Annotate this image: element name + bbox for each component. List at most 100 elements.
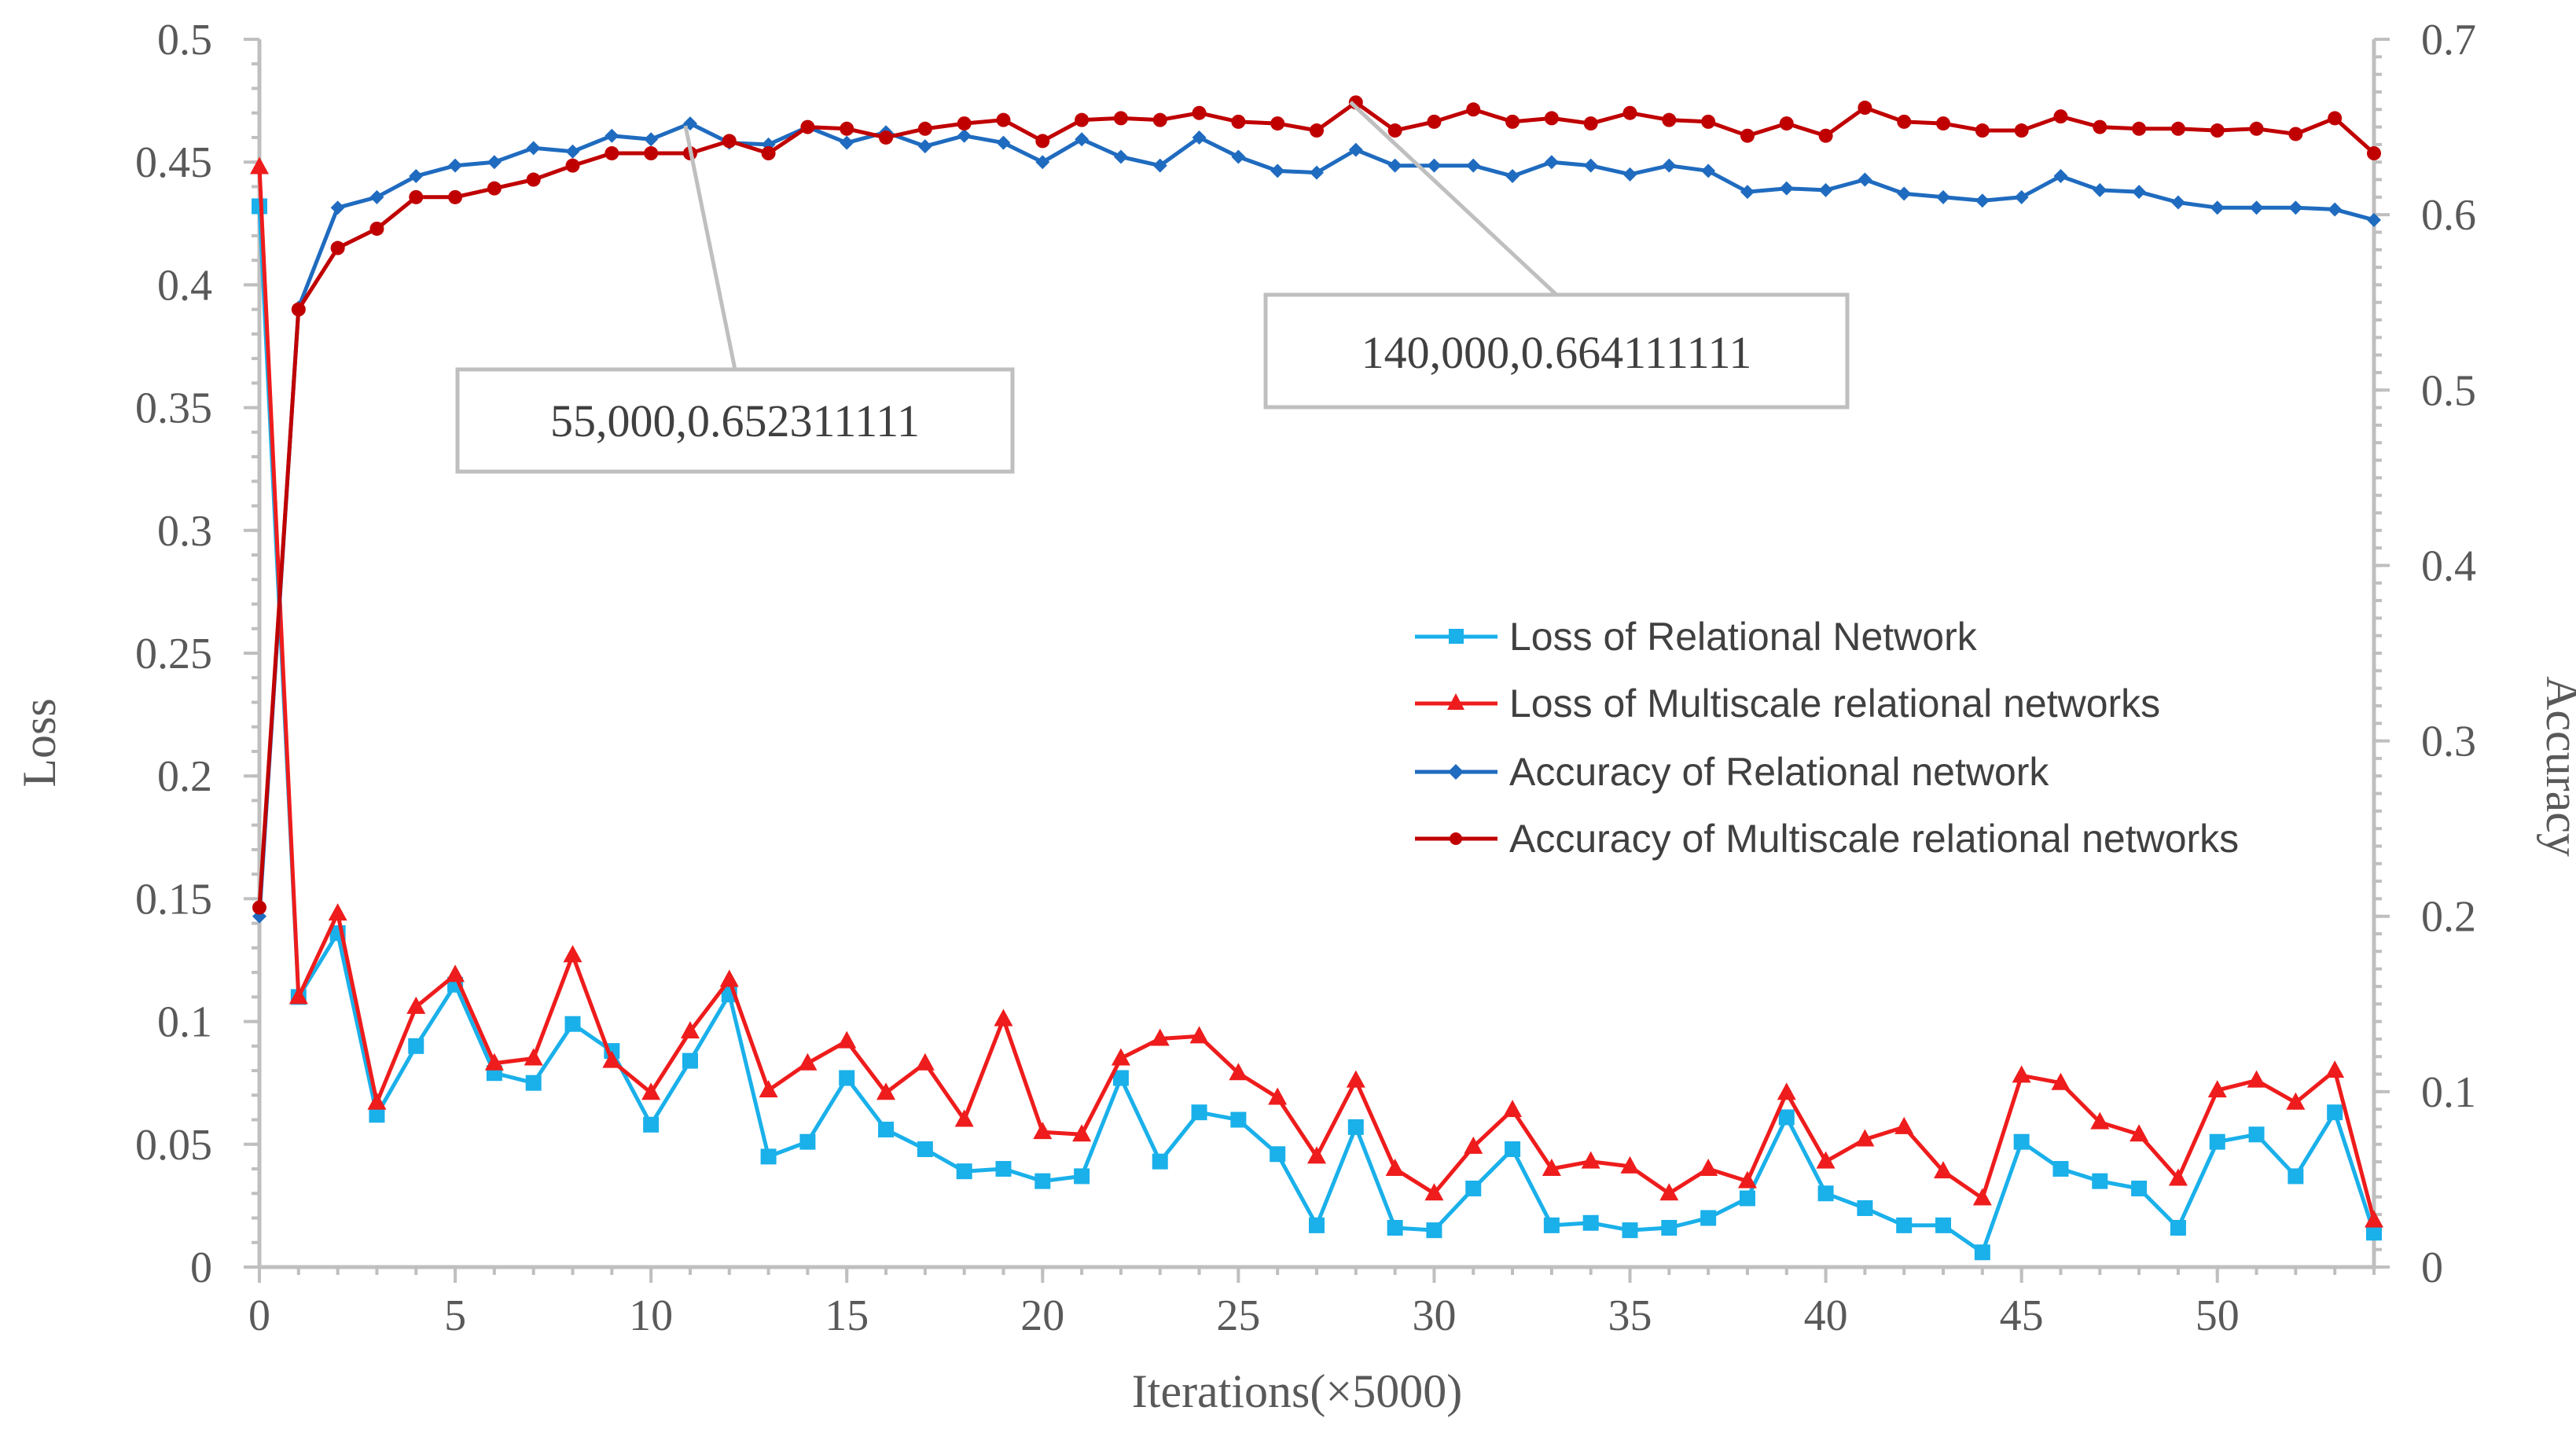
data-point-square bbox=[1230, 1111, 1247, 1128]
right-y-tick-label: 0.6 bbox=[2421, 191, 2476, 240]
left-y-tick-label: 0.1 bbox=[157, 998, 212, 1047]
data-point-square bbox=[1270, 1146, 1286, 1163]
data-point-triangle bbox=[2168, 1168, 2188, 1186]
data-point-triangle bbox=[2130, 1124, 2149, 1142]
data-point-circle bbox=[565, 158, 580, 173]
data-point-square bbox=[1543, 1217, 1560, 1233]
data-point-circle bbox=[1583, 116, 1598, 131]
data-point-triangle bbox=[2051, 1072, 2071, 1090]
data-point-circle bbox=[1310, 123, 1324, 138]
right-y-tick-label: 0.3 bbox=[2421, 718, 2476, 766]
x-tick-label: 30 bbox=[1412, 1291, 1456, 1340]
data-point-diamond bbox=[996, 135, 1011, 150]
data-point-circle bbox=[369, 221, 384, 236]
data-point-circle bbox=[526, 172, 541, 187]
data-point-triangle bbox=[2012, 1065, 2031, 1083]
data-point-square bbox=[1347, 1119, 1364, 1135]
x-ticks: 0 5 10 15 20 25 30 35 40 45 50 bbox=[248, 1267, 2240, 1340]
annotation-2-box bbox=[1263, 292, 1850, 410]
data-point-triangle bbox=[2325, 1060, 2345, 1078]
data-point-square bbox=[1465, 1181, 1482, 1197]
annotations: 55,000,0.652311111 140,000,0.664111111 bbox=[455, 101, 1850, 474]
data-point-diamond bbox=[1310, 165, 1324, 180]
x-tick-label: 45 bbox=[2000, 1291, 2044, 1340]
data-point-circle bbox=[1544, 111, 1559, 126]
data-point-square bbox=[878, 1122, 895, 1138]
data-point-diamond bbox=[1035, 155, 1050, 170]
left-y-tick-label: 0 bbox=[190, 1243, 212, 1292]
data-point-diamond bbox=[1622, 167, 1637, 182]
data-point-square bbox=[1582, 1214, 1599, 1231]
data-point-diamond bbox=[2367, 212, 2381, 227]
data-point-square bbox=[2013, 1133, 2030, 1150]
legend: Loss of Relational Network Loss of Multi… bbox=[1415, 615, 2239, 861]
data-point-triangle bbox=[2247, 1070, 2266, 1088]
data-point-triangle bbox=[1894, 1116, 1914, 1134]
data-point-triangle bbox=[563, 945, 582, 963]
data-point-circle bbox=[1818, 128, 1833, 143]
x-tick-label: 20 bbox=[1020, 1291, 1064, 1340]
data-point-diamond bbox=[1544, 155, 1559, 170]
data-point-square bbox=[839, 1070, 855, 1086]
data-point-circle bbox=[1701, 114, 1716, 129]
right-y-axis-title: Accuracy bbox=[2537, 676, 2576, 857]
data-point-square bbox=[1935, 1217, 1952, 1233]
data-point-triangle bbox=[1581, 1151, 1600, 1169]
data-point-triangle bbox=[1385, 1159, 1405, 1177]
data-point-triangle bbox=[1855, 1129, 1875, 1147]
data-point-circle bbox=[2014, 123, 2029, 138]
data-point-circle bbox=[722, 134, 737, 149]
data-point-circle bbox=[1505, 114, 1520, 129]
data-point-triangle bbox=[1934, 1161, 1953, 1179]
data-point-square bbox=[1074, 1168, 1090, 1185]
data-point-triangle bbox=[2090, 1111, 2110, 1130]
annotation-1-label: 55,000,0.652311111 bbox=[550, 395, 920, 446]
data-point-square bbox=[1817, 1185, 1834, 1202]
series-loss-of-multiscale-relational-networks bbox=[250, 156, 2383, 1228]
data-point-diamond bbox=[369, 189, 384, 204]
data-point-circle bbox=[761, 146, 776, 161]
x-tick-label: 0 bbox=[248, 1291, 270, 1340]
data-point-triangle bbox=[1229, 1063, 1248, 1081]
data-point-circle bbox=[330, 241, 345, 255]
data-point-circle bbox=[917, 121, 932, 136]
data-point-circle bbox=[2328, 111, 2343, 126]
data-point-diamond bbox=[1662, 158, 1677, 173]
data-point-square bbox=[1974, 1244, 1990, 1261]
data-point-triangle bbox=[1307, 1146, 1326, 1164]
data-point-triangle bbox=[328, 903, 347, 921]
data-point-diamond bbox=[917, 139, 932, 154]
legend-entry-loss-rn: Loss of Relational Network bbox=[1415, 615, 1978, 659]
x-tick-label: 15 bbox=[825, 1291, 869, 1340]
data-point-diamond bbox=[644, 132, 659, 147]
data-point-square bbox=[1700, 1210, 1717, 1226]
data-point-diamond bbox=[1192, 130, 1207, 145]
data-point-triangle bbox=[1777, 1082, 1796, 1100]
data-point-diamond bbox=[330, 200, 345, 215]
left-y-tick-label: 0.05 bbox=[135, 1121, 212, 1170]
data-point-triangle bbox=[1972, 1188, 1992, 1206]
data-point-diamond bbox=[2170, 195, 2185, 210]
data-point-square bbox=[1778, 1109, 1795, 1126]
data-point-triangle bbox=[2207, 1080, 2227, 1098]
data-point-circle bbox=[2053, 109, 2068, 124]
data-point-circle bbox=[1662, 112, 1677, 127]
data-point-square bbox=[1191, 1104, 1207, 1121]
data-point-diamond bbox=[2053, 169, 2068, 184]
data-point-circle bbox=[1466, 102, 1481, 117]
data-point-square bbox=[1896, 1217, 1913, 1233]
data-point-square bbox=[799, 1133, 816, 1150]
data-point-square bbox=[2092, 1173, 2108, 1189]
left-y-tick-label: 0.3 bbox=[157, 507, 212, 556]
data-point-circle bbox=[879, 130, 894, 145]
data-point-circle bbox=[644, 146, 659, 161]
data-point-triangle bbox=[1424, 1183, 1444, 1201]
data-point-square bbox=[408, 1038, 424, 1054]
annotation-1-leader bbox=[683, 125, 737, 370]
data-point-triangle bbox=[1268, 1087, 1288, 1105]
left-y-tick-label: 0.4 bbox=[157, 261, 212, 310]
x-axis-title: Iterations(×5000) bbox=[1132, 1365, 1462, 1417]
data-point-circle bbox=[1035, 134, 1050, 149]
data-point-circle bbox=[2288, 127, 2303, 141]
data-point-triangle bbox=[1072, 1124, 1092, 1142]
